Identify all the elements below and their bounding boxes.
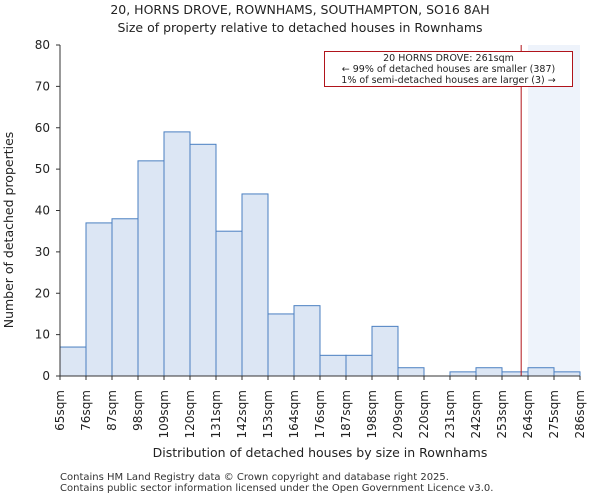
x-tick-label: 153sqm bbox=[261, 390, 275, 438]
bar bbox=[527, 367, 555, 377]
x-tick-label: 164sqm bbox=[287, 390, 301, 438]
marker-annotation: 20 HORNS DROVE: 261sqm ← 99% of detached… bbox=[324, 51, 573, 87]
footer-line-2: Contains public sector information licen… bbox=[60, 483, 494, 494]
x-tick-label: 109sqm bbox=[157, 390, 171, 438]
bar bbox=[501, 371, 529, 377]
bar bbox=[189, 143, 217, 377]
x-tick-label: 231sqm bbox=[443, 390, 457, 438]
x-tick-label: 176sqm bbox=[313, 390, 327, 438]
y-tick-label: 50 bbox=[35, 162, 50, 176]
bar bbox=[241, 193, 269, 377]
y-tick-label: 10 bbox=[35, 328, 50, 342]
x-tick-label: 275sqm bbox=[547, 390, 561, 438]
bar bbox=[137, 160, 165, 377]
highlight-region bbox=[528, 45, 580, 376]
bar bbox=[59, 346, 87, 377]
x-tick-label: 98sqm bbox=[131, 390, 145, 431]
x-tick-label: 65sqm bbox=[53, 390, 67, 431]
x-tick-label: 76sqm bbox=[79, 390, 93, 431]
bar bbox=[163, 131, 191, 377]
chart-title-line-1: 20, HORNS DROVE, ROWNHAMS, SOUTHAMPTON, … bbox=[110, 2, 490, 17]
bar bbox=[215, 230, 243, 377]
bar bbox=[475, 367, 503, 377]
bar bbox=[345, 354, 373, 377]
footer-line-1: Contains HM Land Registry data © Crown c… bbox=[60, 472, 449, 483]
bar bbox=[449, 371, 477, 377]
y-tick-label: 60 bbox=[35, 121, 50, 135]
x-tick-label: 120sqm bbox=[183, 390, 197, 438]
y-tick-label: 30 bbox=[35, 245, 50, 259]
bar bbox=[293, 305, 321, 377]
x-tick-label: 142sqm bbox=[235, 390, 249, 438]
y-axis-label: Number of detached properties bbox=[1, 132, 16, 329]
y-tick-label: 70 bbox=[35, 79, 50, 93]
y-tick-label: 80 bbox=[35, 38, 50, 52]
x-tick-label: 286sqm bbox=[573, 390, 587, 438]
x-tick-label: 220sqm bbox=[417, 390, 431, 438]
y-tick-label: 0 bbox=[42, 369, 50, 383]
bar bbox=[553, 371, 581, 377]
x-tick-label: 187sqm bbox=[339, 390, 353, 438]
footer-attribution: Contains HM Land Registry data © Crown c… bbox=[60, 472, 493, 494]
x-tick-label: 87sqm bbox=[105, 390, 119, 431]
bar bbox=[319, 354, 347, 377]
bar bbox=[267, 313, 295, 377]
chart-title-line-2: Size of property relative to detached ho… bbox=[117, 20, 483, 35]
bar bbox=[111, 218, 139, 377]
y-tick-label: 40 bbox=[35, 204, 50, 218]
bar bbox=[371, 325, 399, 377]
annotation-line-2: ← 99% of detached houses are smaller (38… bbox=[341, 64, 556, 75]
x-tick-label: 242sqm bbox=[469, 390, 483, 438]
annotation-line-3: 1% of semi-detached houses are larger (3… bbox=[341, 75, 556, 86]
x-tick-label: 264sqm bbox=[521, 390, 535, 438]
annotation-line-1: 20 HORNS DROVE: 261sqm bbox=[383, 53, 514, 64]
x-axis-label: Distribution of detached houses by size … bbox=[153, 445, 488, 460]
y-tick-label: 20 bbox=[35, 286, 50, 300]
x-tick-label: 131sqm bbox=[209, 390, 223, 438]
bar bbox=[397, 367, 425, 377]
bar bbox=[85, 222, 113, 377]
chart-title: 20, HORNS DROVE, ROWNHAMS, SOUTHAMPTON, … bbox=[0, 1, 600, 37]
x-tick-label: 253sqm bbox=[495, 390, 509, 438]
x-tick-label: 198sqm bbox=[365, 390, 379, 438]
x-tick-label: 209sqm bbox=[391, 390, 405, 438]
